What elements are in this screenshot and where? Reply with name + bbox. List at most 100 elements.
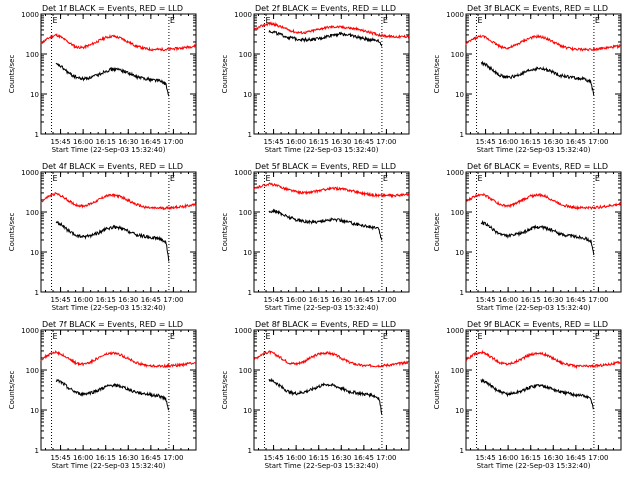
y-tick-label: 100 (451, 367, 464, 375)
y-tick-label: 1000 (446, 11, 464, 19)
x-tick-label: 15:45 (263, 296, 283, 304)
plot-frame (465, 329, 622, 451)
x-tick-label: 16:15 (309, 138, 329, 146)
y-axis-label: Counts/sec (221, 213, 229, 252)
x-tick-label: 16:30 (331, 454, 351, 462)
panel-1: Det 1f BLACK = Events, RED = LLD 1 10 100 10… (8, 4, 197, 154)
plot-frame (253, 171, 410, 293)
lld-series-line (465, 33, 621, 52)
events-series-line (480, 378, 594, 410)
x-tick-label: 17:00 (588, 454, 608, 462)
y-tick-label: 100 (26, 51, 39, 59)
marker-glyph: E (383, 332, 388, 341)
marker-glyph: E (266, 16, 271, 25)
x-tick-label: 15:45 (50, 138, 70, 146)
x-tick-label: 17:00 (163, 138, 183, 146)
lld-series-line (465, 349, 622, 370)
events-series-line (480, 219, 595, 256)
x-tick-label: 16:15 (96, 296, 116, 304)
x-axis-label: Start Time (22-Sep-03 15:32:40) (265, 146, 379, 154)
x-axis-label: Start Time (22-Sep-03 15:32:40) (52, 304, 166, 312)
panel-9: Det 9f BLACK = Events, RED = LLD 1 10 100 10… (433, 320, 622, 470)
panel-3: Det 3f BLACK = Events, RED = LLD 1 10 100 10… (433, 4, 622, 154)
y-tick-label: 100 (239, 209, 252, 217)
y-tick-label: 100 (239, 51, 252, 59)
plot-frame (40, 171, 197, 293)
x-tick-label: 17:00 (163, 454, 183, 462)
panel-6: Det 6f BLACK = Events, RED = LLD 1 10 100 10… (433, 162, 622, 312)
y-axis-label: Counts/sec (8, 371, 16, 410)
x-tick-label: 15:45 (475, 138, 495, 146)
x-tick-label: 16:30 (118, 296, 138, 304)
lld-series-line (253, 350, 409, 369)
x-tick-label: 16:00 (498, 138, 518, 146)
x-tick-label: 16:15 (521, 454, 541, 462)
y-tick-label: 1 (35, 447, 39, 455)
y-axis-label: Counts/sec (221, 55, 229, 94)
panel-4: Det 4f BLACK = Events, RED = LLD 1 10 100 10… (8, 162, 197, 312)
x-tick-label: 16:45 (566, 138, 586, 146)
y-tick-label: 10 (243, 249, 252, 257)
x-tick-label: 16:15 (521, 138, 541, 146)
x-tick-label: 16:30 (543, 296, 563, 304)
x-tick-label: 16:15 (96, 454, 116, 462)
y-tick-label: 1000 (21, 327, 39, 335)
y-tick-label: 100 (451, 51, 464, 59)
x-tick-label: 17:00 (376, 296, 396, 304)
x-tick-label: 16:00 (286, 138, 306, 146)
plot-frame (40, 13, 197, 135)
y-tick-label: 1000 (21, 169, 39, 177)
x-tick-label: 17:00 (588, 296, 608, 304)
marker-glyph: E (383, 174, 388, 183)
y-tick-label: 10 (243, 407, 252, 415)
x-tick-label: 16:00 (73, 454, 93, 462)
x-tick-label: 16:45 (141, 296, 161, 304)
y-tick-label: 10 (455, 249, 464, 257)
y-axis-label: Counts/sec (221, 371, 229, 410)
x-tick-label: 16:30 (331, 138, 351, 146)
panel-2: Det 2f BLACK = Events, RED = LLD 1 10 100 10… (221, 4, 410, 154)
y-tick-label: 1000 (446, 327, 464, 335)
plot-frame (465, 171, 622, 293)
events-series-line (268, 29, 383, 47)
panel-title: Det 7f BLACK = Events, RED = LLD (42, 320, 183, 329)
marker-glyph: E (478, 332, 483, 341)
marker-glyph: E (170, 16, 175, 25)
y-tick-label: 10 (455, 91, 464, 99)
marker-glyph: E (170, 174, 175, 183)
panel-title: Det 1f BLACK = Events, RED = LLD (42, 4, 183, 13)
x-tick-label: 16:45 (354, 296, 374, 304)
y-tick-label: 1 (460, 447, 464, 455)
y-tick-label: 1000 (21, 11, 39, 19)
x-axis-label: Start Time (22-Sep-03 15:32:40) (52, 462, 166, 470)
x-tick-label: 15:45 (475, 296, 495, 304)
marker-glyph: E (595, 332, 600, 341)
marker-glyph: E (595, 16, 600, 25)
y-tick-label: 1 (460, 131, 464, 139)
panel-7: Det 7f BLACK = Events, RED = LLD 1 10 100 10… (8, 320, 197, 470)
y-tick-label: 100 (26, 209, 39, 217)
y-tick-label: 10 (30, 407, 39, 415)
panel-title: Det 4f BLACK = Events, RED = LLD (42, 162, 183, 171)
y-tick-label: 1 (248, 447, 252, 455)
x-axis-label: Start Time (22-Sep-03 15:32:40) (52, 146, 166, 154)
x-axis-label: Start Time (22-Sep-03 15:32:40) (477, 146, 591, 154)
panel-8: Det 8f BLACK = Events, RED = LLD 1 10 100 10… (221, 320, 410, 470)
lld-series-line (253, 182, 410, 199)
x-tick-label: 15:45 (50, 454, 70, 462)
lld-series-line (253, 21, 410, 40)
marker-glyph: E (266, 332, 271, 341)
plot-frame (253, 13, 410, 135)
x-tick-label: 16:00 (286, 454, 306, 462)
y-tick-label: 1 (35, 289, 39, 297)
x-tick-label: 16:00 (498, 454, 518, 462)
marker-glyph: E (170, 332, 175, 341)
y-tick-label: 1000 (234, 11, 252, 19)
panel-title: Det 9f BLACK = Events, RED = LLD (467, 320, 608, 329)
x-tick-label: 16:15 (309, 454, 329, 462)
y-axis-label: Counts/sec (8, 55, 16, 94)
y-axis-label: Counts/sec (8, 213, 16, 252)
x-tick-label: 17:00 (163, 296, 183, 304)
y-axis-label: Counts/sec (433, 371, 441, 410)
marker-glyph: E (383, 16, 388, 25)
